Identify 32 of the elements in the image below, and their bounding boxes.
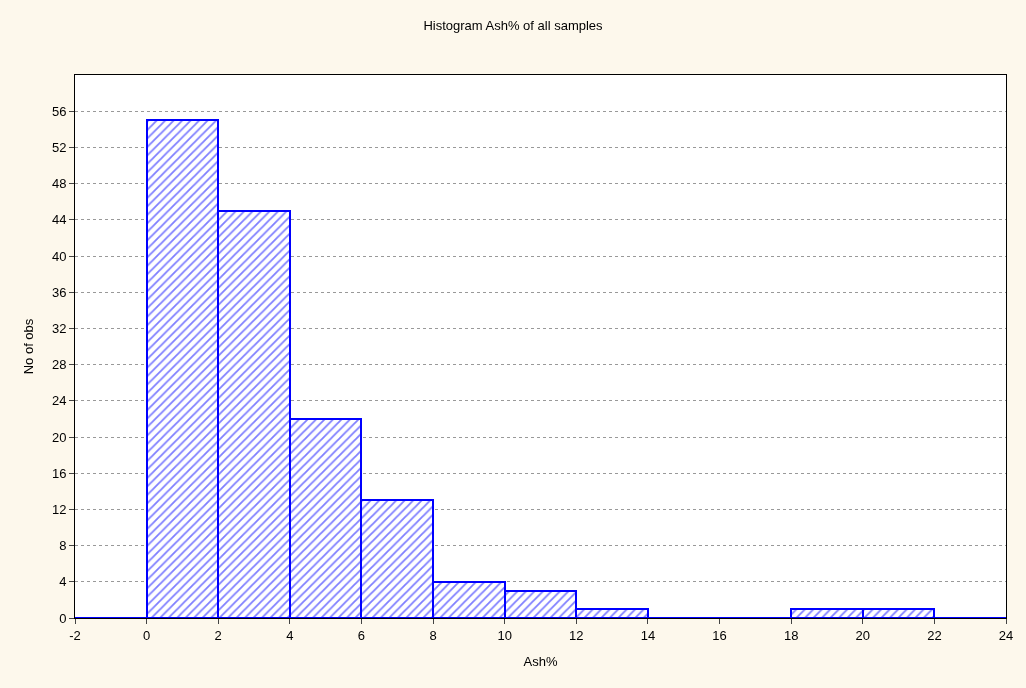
x-tick-label: 24 (998, 627, 1014, 643)
y-tick-label: 28 (51, 357, 67, 373)
x-tick-label: 18 (783, 627, 799, 643)
x-tick-label: 16 (712, 627, 727, 643)
y-tick-label: 8 (59, 538, 67, 554)
y-tick-label: 36 (51, 284, 67, 300)
x-axis-title: Ash% (523, 654, 558, 670)
x-tick-label: -2 (69, 627, 81, 643)
x-tick-label: 0 (143, 627, 151, 643)
y-tick-label: 48 (51, 176, 67, 192)
x-tick-label: 22 (927, 627, 942, 643)
x-tick-label: 2 (214, 627, 222, 643)
x-tick-label: 4 (286, 627, 294, 643)
x-tick-label: 12 (569, 627, 584, 643)
y-tick-label: 56 (51, 103, 67, 119)
x-tick-label: 10 (497, 627, 512, 643)
y-tick-label: 0 (59, 610, 67, 626)
y-tick-label: 52 (51, 139, 67, 155)
x-tick-label: 6 (357, 627, 366, 643)
y-tick-label: 44 (51, 212, 67, 228)
y-tick-label: 12 (51, 501, 67, 517)
y-tick-label: 32 (51, 320, 67, 336)
x-tick-label: 14 (640, 627, 656, 643)
y-tick-label: 16 (51, 465, 67, 481)
x-tick-label: 20 (855, 627, 870, 643)
y-axis-title: No of obs (20, 318, 36, 375)
y-tick-label: 24 (51, 393, 67, 409)
chart-title: Histogram Ash% of all samples (423, 17, 604, 33)
y-tick-label: 4 (59, 574, 67, 590)
x-tick-label: 8 (429, 627, 437, 643)
y-tick-label: 40 (51, 248, 67, 264)
y-tick-label: 20 (51, 429, 67, 445)
